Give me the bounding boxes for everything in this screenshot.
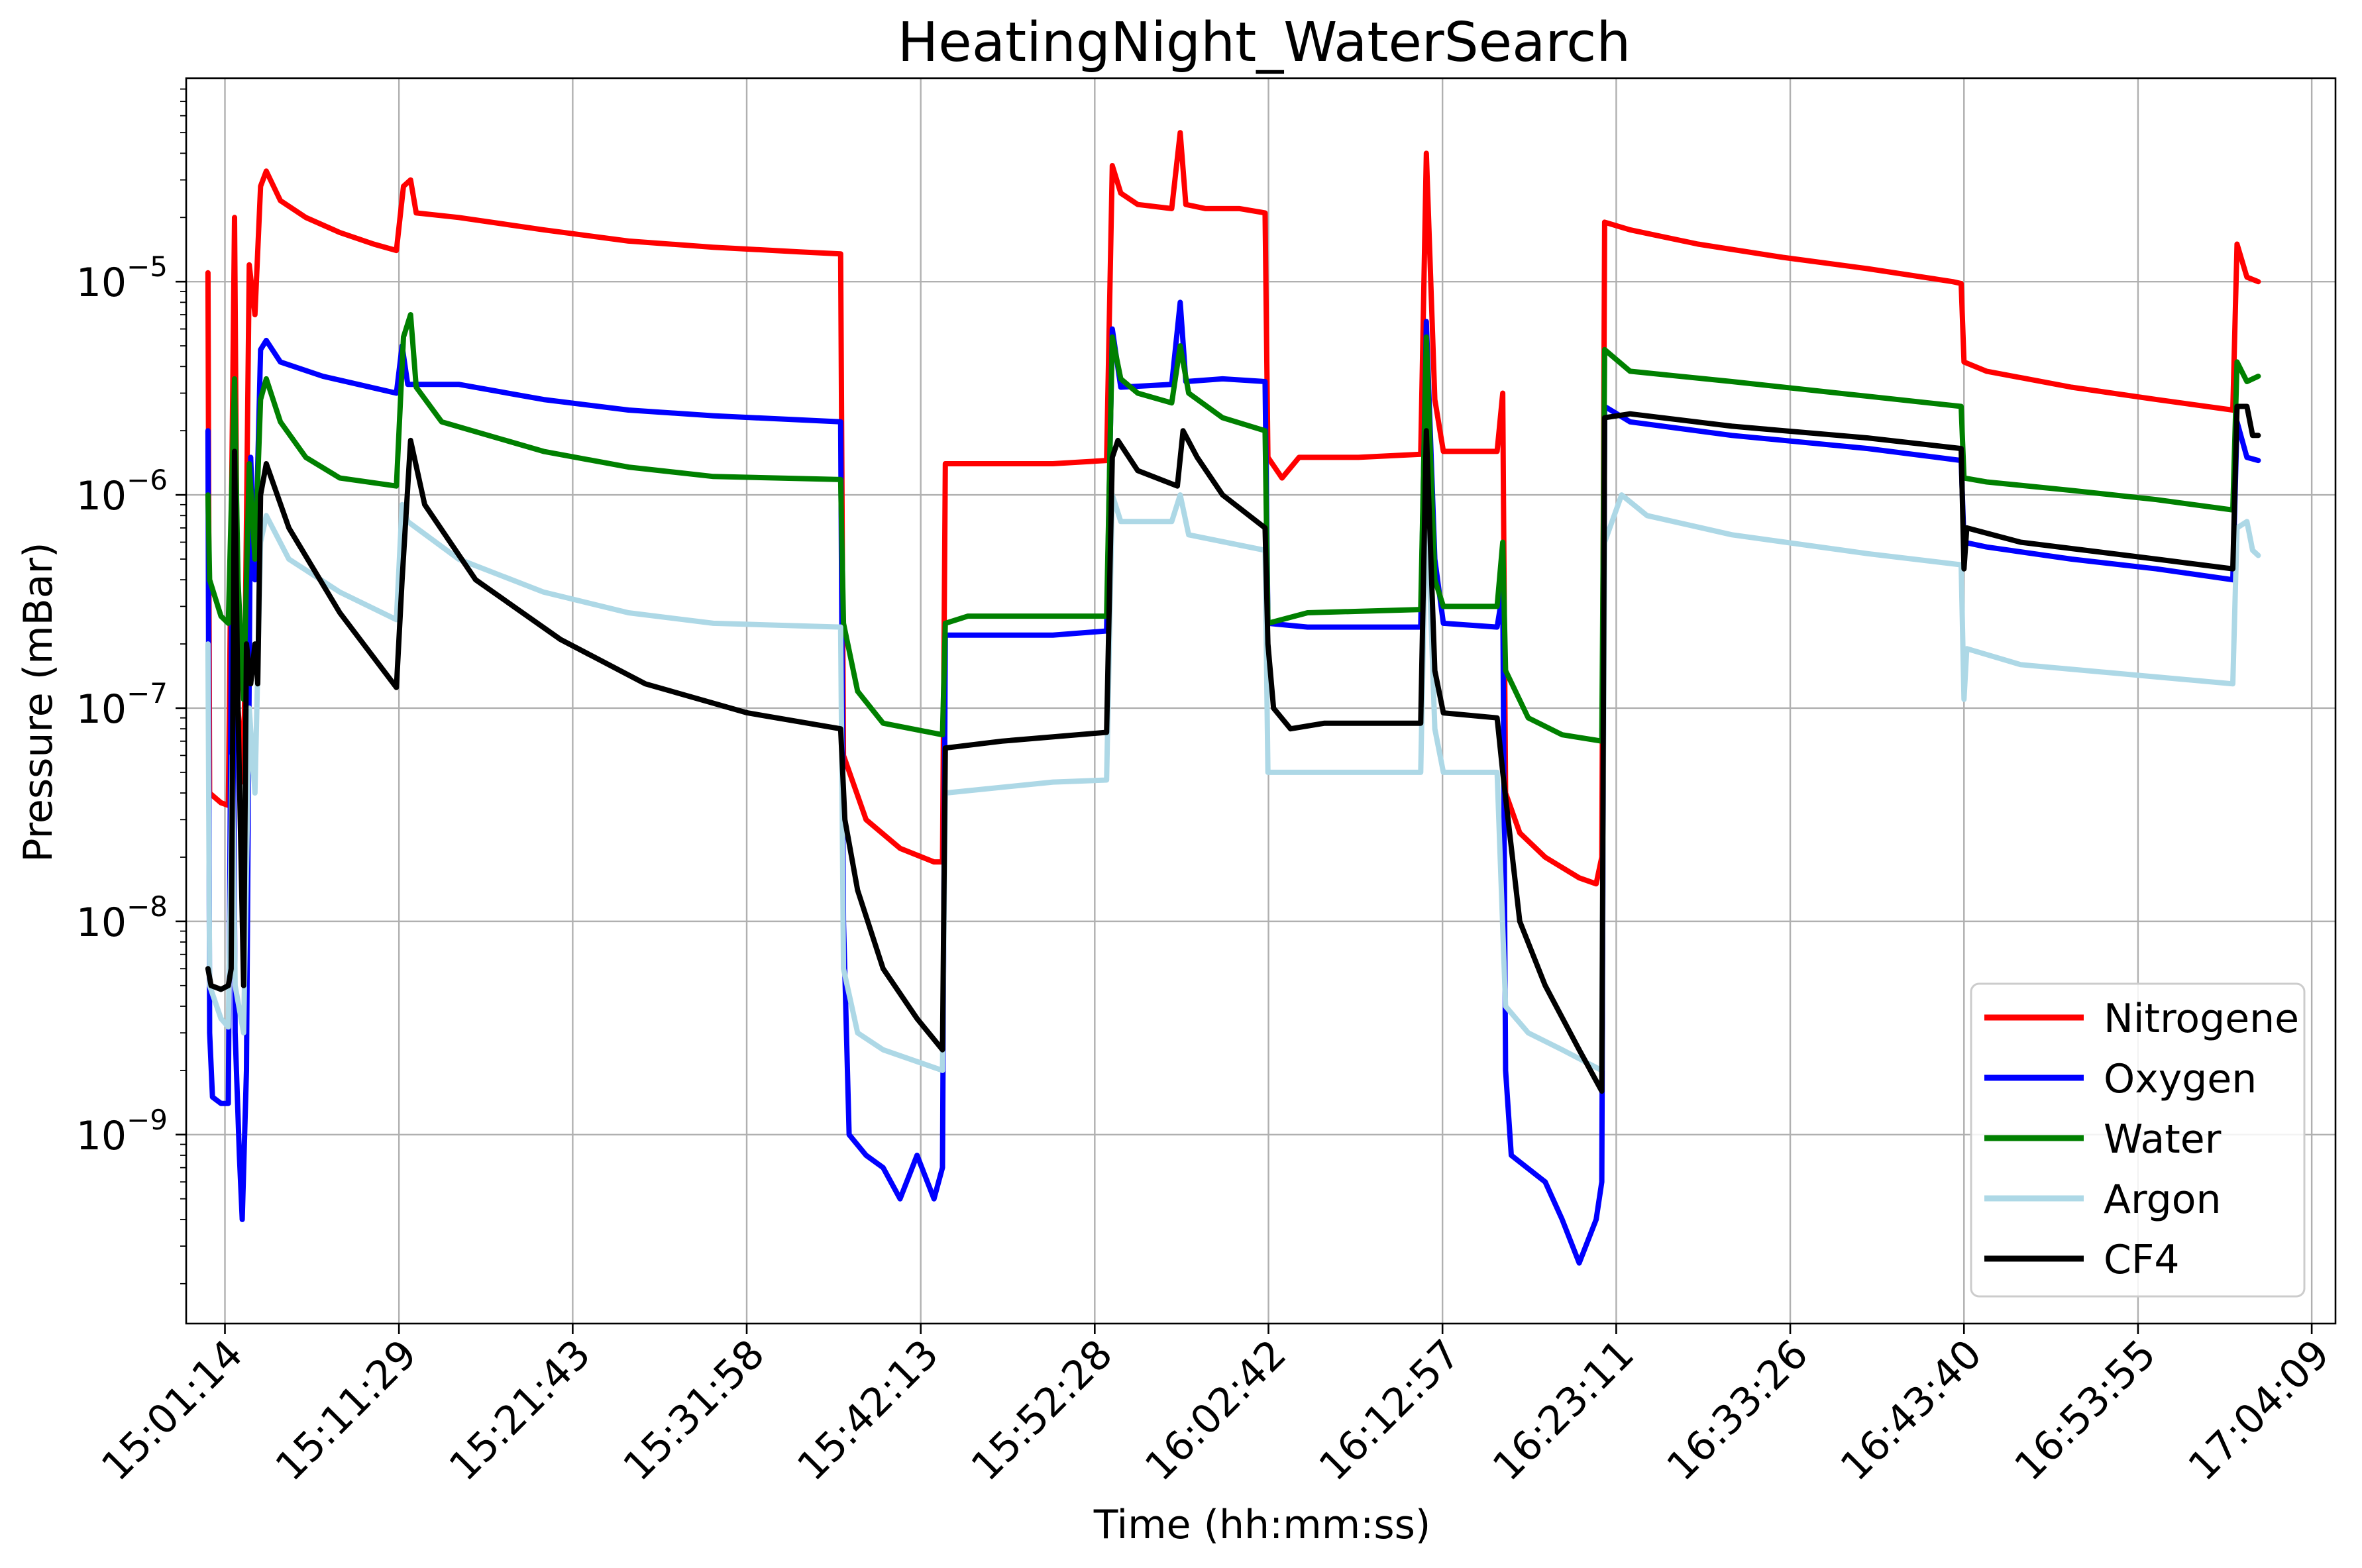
chart-title: HeatingNight_WaterSearch bbox=[898, 11, 1631, 74]
legend: Nitrogene Oxygen Water Argon CF4 bbox=[1970, 982, 2306, 1298]
y-tick-label-2: 10−7 bbox=[76, 677, 168, 733]
legend-box bbox=[1970, 982, 2306, 1298]
series-line-nitrogene bbox=[205, 130, 2261, 887]
plot-frame bbox=[185, 77, 2337, 1325]
legend-label-argon: Argon bbox=[2104, 1176, 2221, 1223]
y-tick-label-0: 10−9 bbox=[76, 1104, 168, 1159]
y-tick-label-3: 10−6 bbox=[76, 464, 168, 519]
series-line-water bbox=[205, 312, 2261, 744]
x-axis-label: Time (hh:mm:ss) bbox=[1093, 1502, 1431, 1548]
y-tick-label-1: 10−8 bbox=[76, 890, 168, 946]
legend-label-oxygen: Oxygen bbox=[2104, 1056, 2257, 1102]
legend-label-nitrogene: Nitrogene bbox=[2104, 996, 2299, 1042]
legend-label-water: Water bbox=[2104, 1116, 2222, 1163]
series-line-argon bbox=[205, 483, 2261, 1073]
y-tick-label-4: 10−5 bbox=[76, 250, 168, 306]
series-lines bbox=[205, 130, 2261, 1266]
legend-label-cf4: CF4 bbox=[2104, 1237, 2180, 1283]
series-line-cf4 bbox=[205, 403, 2261, 1094]
y-axis-label: Pressure (mBar) bbox=[15, 542, 62, 862]
y-axis-ticks: 10−9 10−8 10−7 10−6 10−5 bbox=[76, 88, 186, 1284]
